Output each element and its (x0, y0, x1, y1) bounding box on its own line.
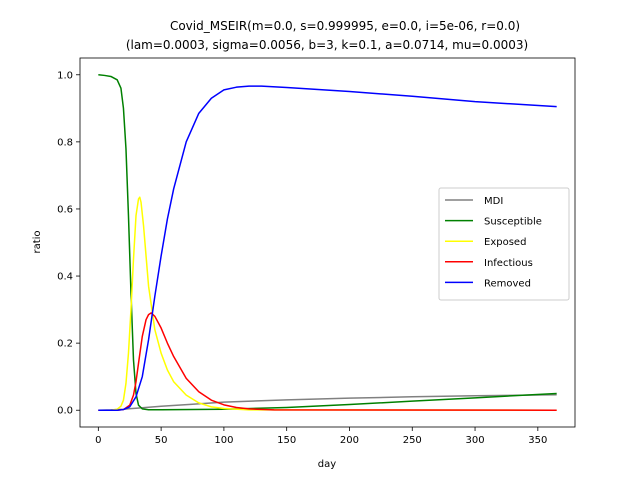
y-tick-label: 0.6 (57, 204, 73, 215)
x-tick-label: 150 (277, 435, 296, 446)
series-line-removed (98, 85, 557, 411)
series-line-infectious (98, 312, 557, 411)
legend-label: Susceptible (484, 217, 542, 228)
y-axis-label: ratio (32, 230, 43, 253)
series-line-exposed (98, 196, 557, 411)
x-tick-label: 200 (340, 435, 359, 446)
legend: MDI Susceptible Exposed Infectious Removed (438, 187, 570, 301)
series-line-susceptible (98, 74, 557, 411)
x-tick-label: 300 (465, 435, 484, 446)
y-tick-label: 0.4 (57, 272, 73, 283)
y-tick-label: 0.8 (57, 137, 73, 148)
legend-label: Infectious (484, 258, 533, 269)
x-tick-label: 350 (528, 435, 547, 446)
series-lines (98, 74, 557, 411)
y-tick-label: 0.0 (57, 406, 73, 417)
x-tick-label: 250 (403, 435, 422, 446)
plot-frame (79, 57, 576, 428)
x-tick-label: 0 (95, 435, 101, 446)
x-tick-label: 50 (155, 435, 168, 446)
legend-label: MDI (484, 196, 503, 207)
legend-label: Exposed (484, 237, 526, 248)
x-tick-label: 100 (214, 435, 233, 446)
y-axis: 0.0 0.2 0.4 0.6 0.8 1.0 (57, 70, 80, 417)
x-axis-label: day (318, 459, 336, 470)
y-tick-label: 0.2 (57, 339, 73, 350)
legend-label: Removed (484, 278, 531, 289)
y-tick-label: 1.0 (57, 70, 73, 81)
chart-subtitle: (lam=0.0003, sigma=0.0056, b=3, k=0.1, a… (126, 38, 528, 52)
chart-title: Covid_MSEIR(m=0.0, s=0.999995, e=0.0, i=… (170, 19, 520, 33)
legend-box (438, 187, 570, 301)
x-axis: 0 50 100 150 200 250 300 350 (95, 427, 547, 446)
